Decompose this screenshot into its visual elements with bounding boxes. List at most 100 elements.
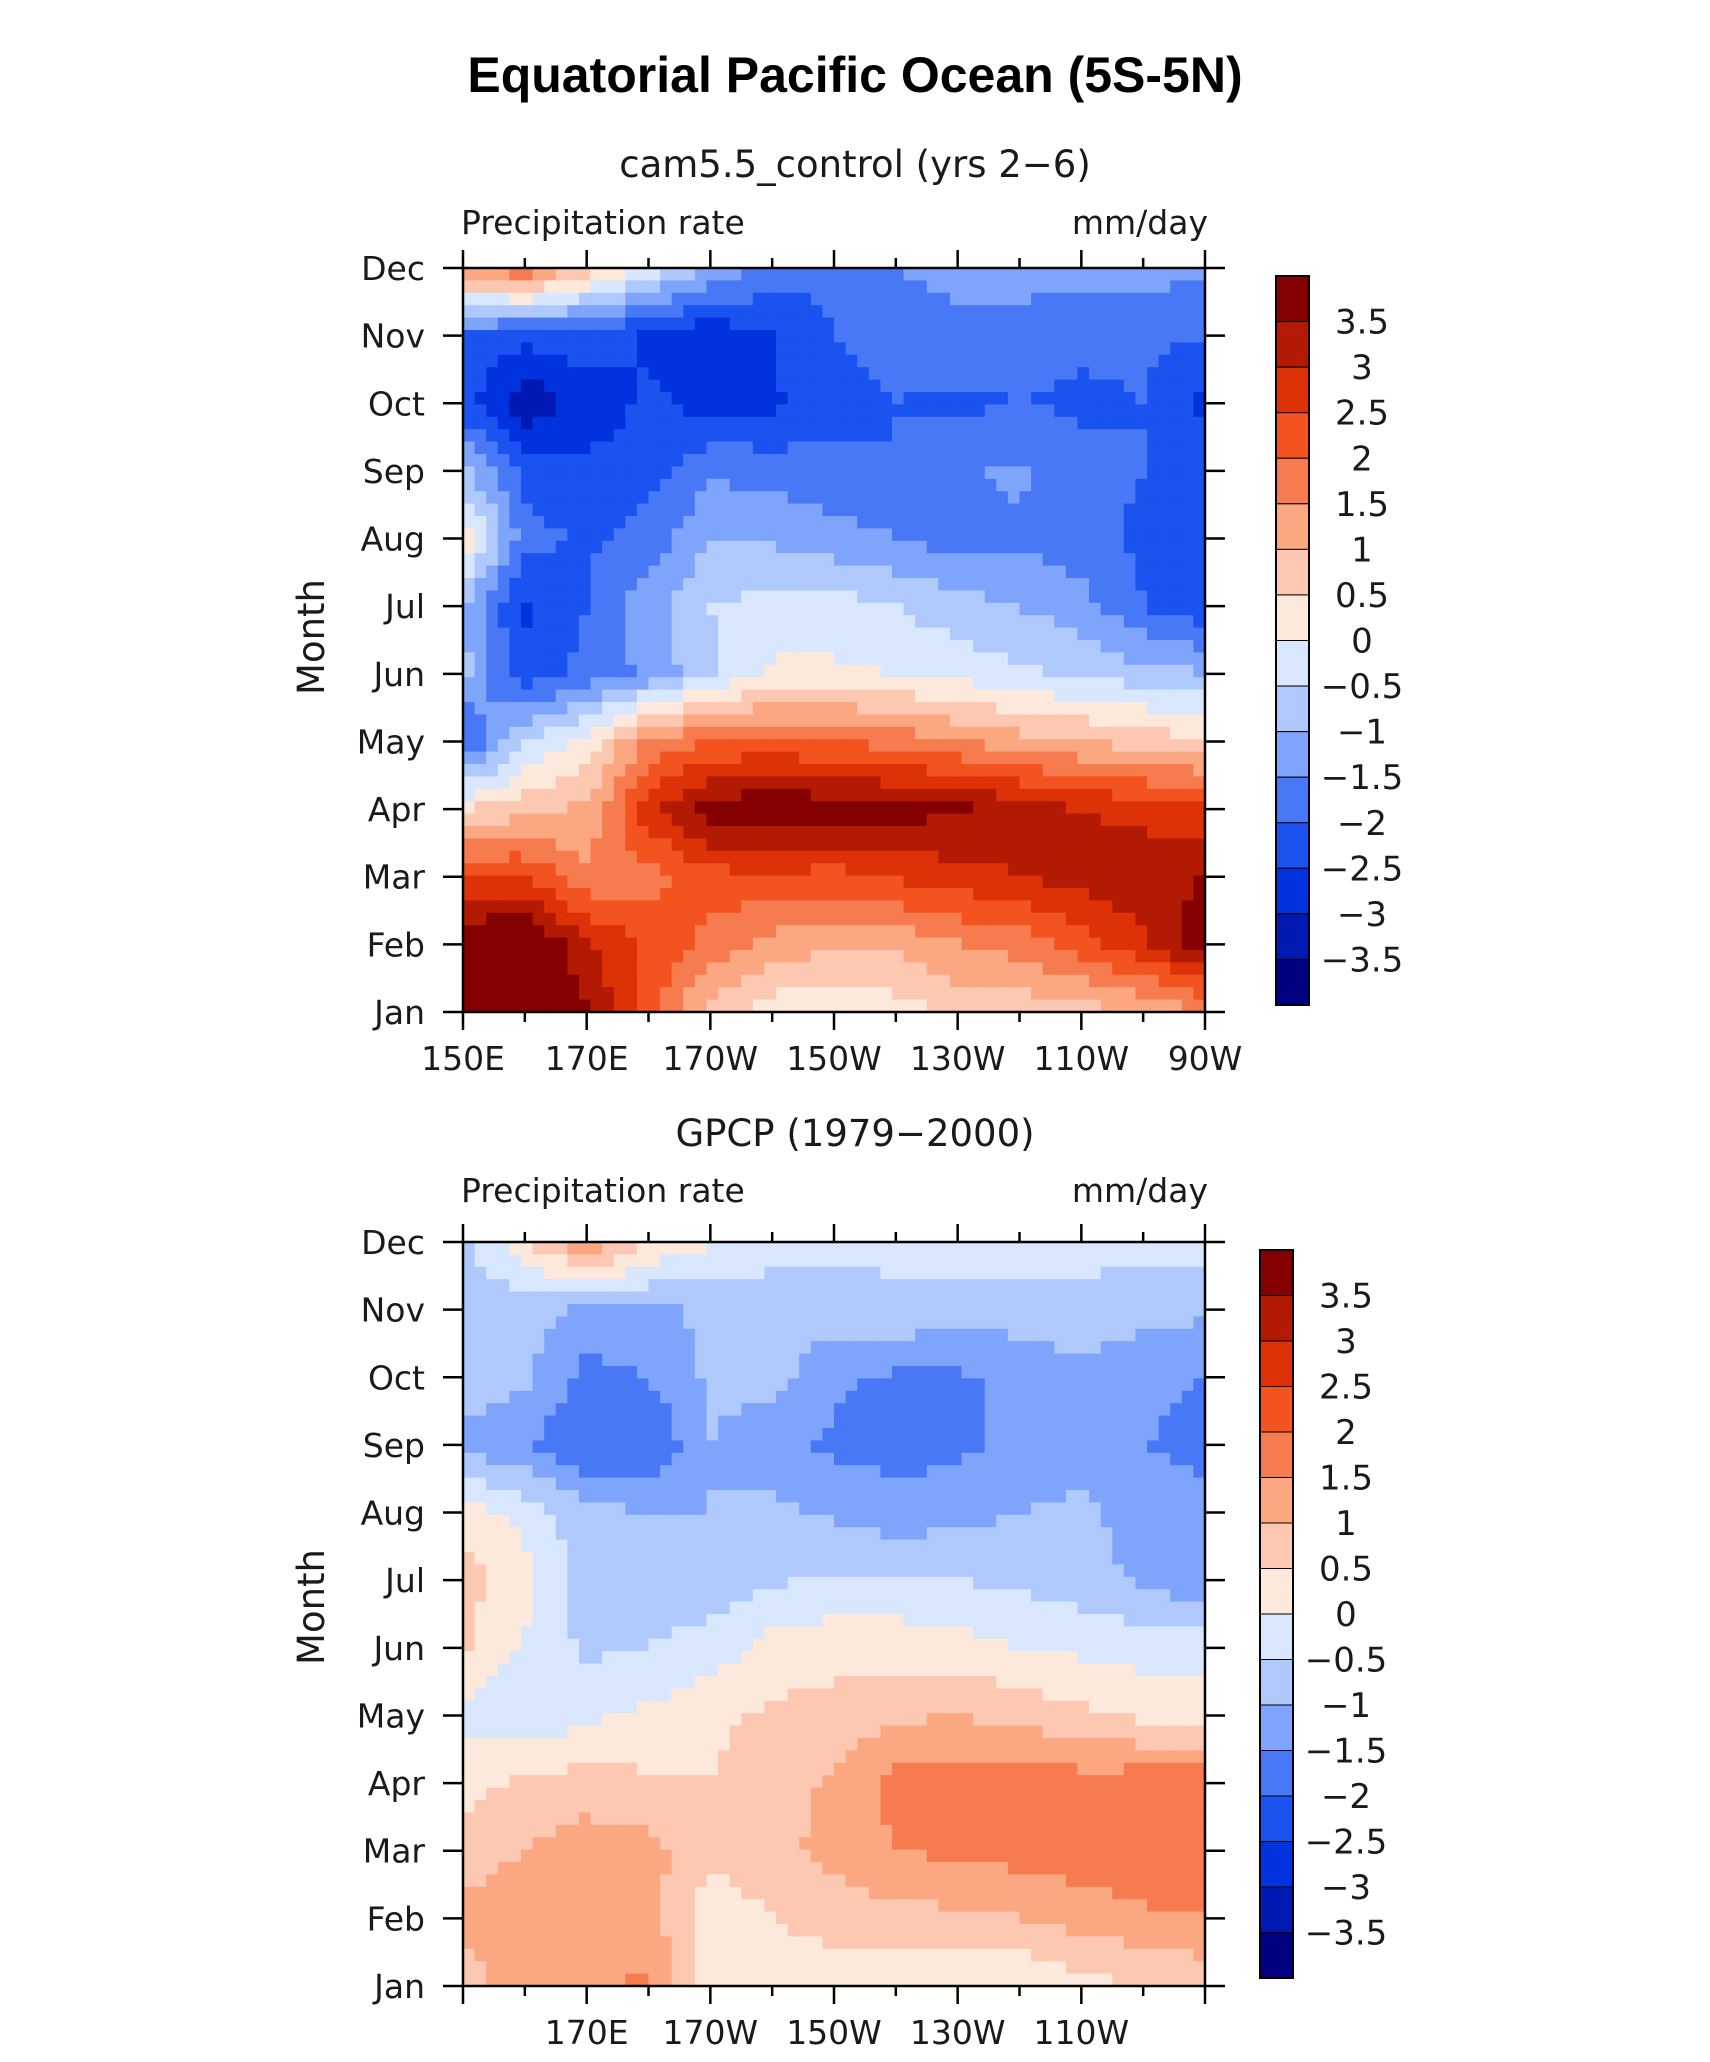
heatmap-cell [857,1366,870,1379]
heatmap-cell [1123,1254,1137,1268]
heatmap-cell [1100,305,1113,319]
heatmap-cell [532,416,545,430]
heatmap-cell [1031,627,1044,641]
heatmap-cell [764,1291,777,1305]
heatmap-cell [578,1328,592,1342]
heatmap-cell [486,478,499,492]
heatmap-cell [949,1316,963,1330]
heatmap-cell [1042,342,1055,356]
heatmap-cell [891,875,905,889]
heatmap-cell [544,1279,557,1293]
heatmap-cell [961,1378,974,1392]
heatmap-cell [787,503,800,517]
heatmap-cell [718,466,731,480]
heatmap-cell [590,1242,603,1255]
heatmap-cell [984,838,997,852]
heatmap-cell [1193,305,1206,319]
heatmap-cell [741,925,754,939]
heatmap-cell [1065,640,1079,653]
heatmap-cell [486,987,499,1001]
heatmap-cell [891,925,905,939]
heatmap-cell [671,565,684,579]
heatmap-cell [1042,912,1055,926]
heatmap-cell [834,702,847,715]
heatmap-cell [578,404,592,418]
heatmap-cell [741,466,754,480]
heatmap-cell [718,404,731,418]
heatmap-cell [973,1403,986,1417]
heatmap-cell [1054,640,1067,653]
heatmap-cell [787,1353,800,1367]
heatmap-cell [625,429,638,443]
heatmap-cell [1112,900,1125,914]
heatmap-cell [810,1390,823,1404]
heatmap-cell [880,1390,893,1404]
heatmap-cell [845,268,858,281]
heatmap-cell [857,689,870,703]
heatmap-cell [868,702,881,715]
heatmap-cell [810,801,823,815]
heatmap-cell [984,664,997,678]
heatmap-cell [984,615,997,629]
heatmap-cell [741,379,754,393]
heatmap-cell [787,354,800,368]
heatmap-cell [1007,801,1021,815]
heatmap-cell [822,1291,835,1305]
heatmap-cell [810,664,823,678]
heatmap-cell [1193,801,1206,815]
heatmap-cell [648,764,661,777]
heatmap-cell [938,1266,951,1280]
heatmap-cell [718,454,731,467]
heatmap-cell [463,664,476,678]
heatmap-cell [938,726,951,740]
heatmap-cell [718,1328,731,1342]
heatmap-cell [1077,292,1090,306]
heatmap-cell [474,788,487,802]
heatmap-cell [578,689,592,703]
heatmap-cell [1181,528,1194,542]
heatmap-cell [973,553,986,567]
heatmap-cell [648,1378,661,1392]
heatmap-cell [1100,1254,1113,1268]
heatmap-cell [926,664,939,678]
heatmap-cell [509,1291,522,1305]
heatmap-cell [891,1316,905,1330]
heatmap-cell [1158,503,1171,517]
heatmap-cell [961,478,974,492]
heatmap-cell [625,974,638,988]
heatmap-cell [984,553,997,567]
heatmap-cell [752,999,766,1013]
heatmap-cell [463,354,476,368]
heatmap-cell [671,454,684,467]
heatmap-cell [996,640,1009,653]
heatmap-cell [822,826,835,839]
heatmap-cell [1135,764,1148,777]
heatmap-cell [602,516,615,529]
heatmap-cell [903,987,916,1001]
heatmap-cell [729,392,742,405]
heatmap-cell [961,429,974,443]
heatmap-cell [1123,478,1137,492]
heatmap-cell [567,838,580,852]
heatmap-cell [973,888,986,901]
heatmap-cell [1042,1428,1055,1441]
heatmap-cell [602,305,615,319]
heatmap-cell [1077,342,1090,356]
heatmap-cell [799,1341,812,1355]
heatmap-cell [683,392,696,405]
heatmap-cell [1065,1316,1079,1330]
heatmap-cell [961,863,974,877]
heatmap-cell [810,726,823,740]
heatmap-cell [787,1291,800,1305]
heatmap-cell [810,1428,823,1441]
heatmap-cell [1031,1366,1044,1379]
heatmap-cell [683,454,696,467]
heatmap-cell [984,912,997,926]
heatmap-cell [799,912,812,926]
heatmap-cell [764,987,777,1001]
heatmap-cell [845,1316,858,1330]
heatmap-cell [834,677,847,691]
heatmap-cell [463,689,476,703]
heatmap-cell [891,1428,905,1441]
heatmap-cell [1042,268,1055,281]
